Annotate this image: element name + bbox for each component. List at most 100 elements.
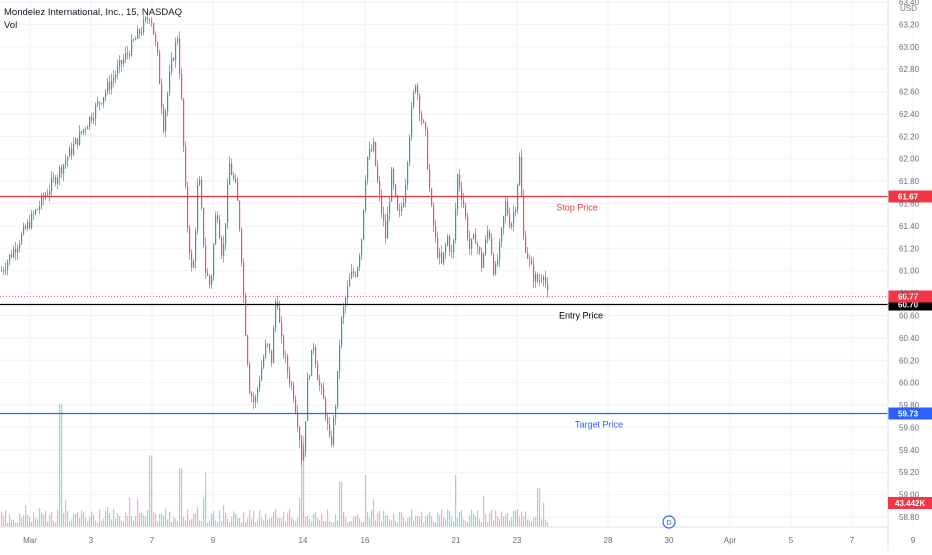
candle-body bbox=[35, 209, 37, 215]
price-tick-label: 63.00 bbox=[899, 43, 920, 52]
volume-bar bbox=[11, 519, 13, 527]
candle-body bbox=[169, 71, 171, 94]
volume-bar bbox=[51, 511, 53, 527]
volume-bar bbox=[303, 436, 305, 527]
time-tick-label: 14 bbox=[299, 536, 308, 545]
candle-body bbox=[525, 235, 527, 253]
candle-body bbox=[225, 223, 227, 244]
volume-bar bbox=[83, 512, 85, 527]
candle-body bbox=[347, 286, 349, 298]
candle-body bbox=[467, 216, 469, 238]
volume-bar bbox=[257, 519, 259, 527]
candle-body bbox=[183, 98, 185, 147]
candle-body bbox=[415, 85, 417, 93]
candle-body bbox=[343, 307, 345, 318]
candle-body bbox=[441, 252, 443, 263]
volume-bar bbox=[77, 512, 79, 527]
volume-bar bbox=[45, 510, 47, 527]
volume-bar bbox=[97, 522, 99, 527]
candle-body bbox=[397, 195, 399, 210]
candle-body bbox=[249, 363, 251, 394]
candle-body bbox=[329, 423, 331, 437]
volume-bar bbox=[499, 518, 501, 527]
volume-bar bbox=[347, 522, 349, 527]
candle-body bbox=[315, 347, 317, 365]
volume-bar bbox=[293, 519, 295, 527]
candle-body bbox=[89, 116, 91, 127]
candle-body bbox=[543, 277, 545, 281]
candle-body bbox=[433, 205, 435, 226]
candle-body bbox=[337, 371, 339, 407]
candle-body bbox=[211, 276, 213, 285]
volume-bar bbox=[511, 517, 513, 527]
candle-body bbox=[351, 271, 353, 279]
volume-bar bbox=[217, 522, 219, 527]
candle-body bbox=[151, 20, 153, 23]
markers: 43.442K D bbox=[662, 497, 932, 529]
candle-body bbox=[119, 60, 121, 67]
symbol-title[interactable]: Mondelez International, Inc., 15, NASDAQ bbox=[4, 7, 182, 18]
volume-bar bbox=[437, 512, 439, 527]
candle-body bbox=[261, 367, 263, 381]
price-tick-label: 62.80 bbox=[899, 65, 920, 74]
price-tick-label: 60.00 bbox=[899, 379, 920, 388]
candle-body bbox=[305, 421, 307, 452]
candle-body bbox=[363, 210, 365, 240]
volume-bar bbox=[335, 514, 337, 527]
candle-body bbox=[141, 32, 143, 34]
candle-body bbox=[143, 19, 145, 33]
volume-bar bbox=[7, 522, 9, 527]
candle-body bbox=[99, 101, 101, 104]
candle-body bbox=[27, 222, 29, 229]
volume-bar bbox=[55, 522, 57, 527]
candle-body bbox=[113, 77, 115, 81]
volume-bar bbox=[489, 513, 491, 527]
candle-body bbox=[359, 255, 361, 268]
price-tick-label: 62.20 bbox=[899, 132, 920, 141]
volume-bar bbox=[359, 518, 361, 527]
candle-body bbox=[393, 169, 395, 185]
level-badge bbox=[888, 190, 932, 203]
candle-body bbox=[257, 388, 259, 398]
volume-bar bbox=[33, 512, 35, 527]
candle-body bbox=[325, 399, 327, 418]
candle-body bbox=[385, 220, 387, 239]
volume-bar bbox=[249, 509, 251, 527]
candle-body bbox=[349, 278, 351, 287]
volume-bar bbox=[39, 508, 41, 527]
candle-body bbox=[15, 249, 17, 253]
volume-bar bbox=[143, 515, 145, 527]
candle-body bbox=[287, 356, 289, 373]
candle-body bbox=[387, 213, 389, 239]
candle-body bbox=[179, 38, 181, 74]
candle-body bbox=[521, 156, 523, 196]
volume-label[interactable]: Vol bbox=[4, 20, 18, 31]
candle-body bbox=[303, 451, 305, 461]
candle-body bbox=[319, 380, 321, 386]
volume-bar bbox=[435, 522, 437, 527]
candle-body bbox=[283, 336, 285, 356]
price-levels: Stop Price 61.67 Entry Price 60.70 Target Pr… bbox=[0, 190, 932, 430]
price-tick-label: 62.60 bbox=[899, 88, 920, 97]
volume-bar bbox=[451, 516, 453, 527]
volume-bar bbox=[133, 520, 135, 527]
price-tick-label: 61.20 bbox=[899, 244, 920, 253]
candle-body bbox=[495, 264, 497, 275]
volume-bar bbox=[411, 509, 413, 527]
candle-body bbox=[21, 233, 23, 244]
candle-body bbox=[219, 219, 221, 239]
candle-body bbox=[531, 259, 533, 265]
volume-bar bbox=[21, 517, 23, 527]
candle-body bbox=[451, 250, 453, 253]
volume-bar bbox=[151, 455, 153, 527]
candle-body bbox=[463, 199, 465, 205]
price-tick-label: 59.80 bbox=[899, 401, 920, 410]
candle-body bbox=[29, 222, 31, 228]
volume-bar bbox=[161, 513, 163, 527]
candle-body bbox=[367, 157, 369, 180]
volume-bar bbox=[433, 521, 435, 527]
volume-bar bbox=[447, 509, 449, 527]
volume-bar bbox=[321, 513, 323, 527]
candle-body bbox=[107, 82, 109, 92]
